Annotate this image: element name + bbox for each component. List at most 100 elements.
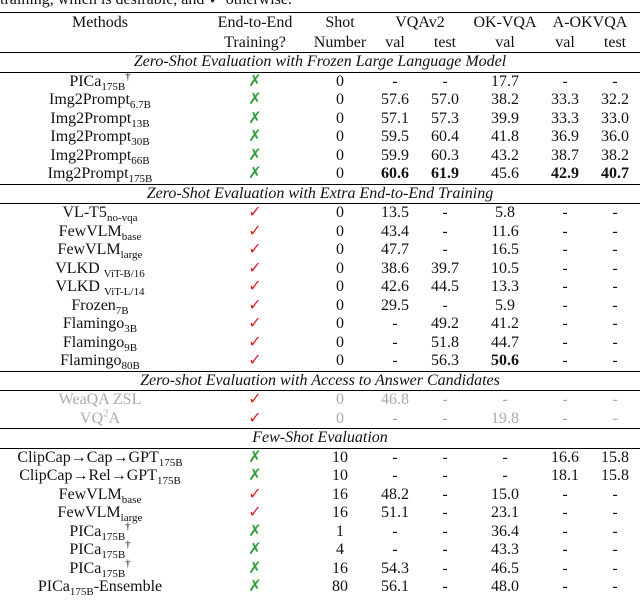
method-tail: -Ensemble	[93, 578, 163, 595]
e2e-mark: ✓	[200, 315, 310, 334]
method-sub: ViT-B/16	[103, 267, 145, 280]
check: ✗	[248, 559, 262, 577]
score: -	[612, 315, 618, 332]
header-split: val	[470, 33, 540, 53]
score: 44.7	[491, 333, 519, 351]
score: 40.7	[601, 165, 629, 182]
score: 16.5	[491, 241, 519, 258]
score: 32.2	[601, 91, 629, 108]
score: 47.7	[381, 241, 409, 258]
method-sub: base	[121, 493, 142, 506]
score: 57.3	[431, 109, 459, 127]
method-name: FewVLM	[58, 222, 122, 240]
check: ✗	[248, 128, 262, 145]
shot: 80	[332, 578, 348, 595]
score: 56.1	[381, 578, 409, 595]
score: -	[442, 522, 448, 540]
method: VLKD ViT-L/14	[0, 278, 200, 298]
score: -	[392, 448, 398, 466]
section-title: Zero-shot Evaluation with Access to Answ…	[0, 370, 640, 391]
shot: 0	[336, 333, 344, 351]
score: 60.6	[381, 165, 409, 182]
method: Frozen7B	[0, 297, 200, 317]
score: 57.6	[381, 91, 409, 108]
method-name: PICa	[69, 541, 102, 558]
score: -	[612, 578, 618, 595]
score: -	[612, 504, 618, 521]
shot: 16	[332, 559, 348, 577]
e2e-mark: ✗	[200, 165, 310, 184]
e2e-mark: ✓	[200, 241, 310, 260]
method-sup: †	[125, 557, 131, 570]
score: 33.3	[551, 109, 579, 127]
method-name: Img2Prompt	[47, 165, 129, 182]
score: -	[442, 409, 448, 427]
e2e-mark: ✓	[200, 223, 310, 242]
score: 48.2	[381, 485, 409, 503]
method-sub: 175B	[69, 586, 94, 599]
score: 13.5	[381, 204, 409, 221]
score: 5.8	[495, 204, 515, 221]
score: 16.6	[551, 448, 579, 466]
e2e-mark: ✗	[200, 73, 310, 92]
e2e-mark: ✓	[200, 391, 310, 410]
score: -	[442, 541, 448, 558]
method: PICa175B†	[0, 71, 200, 93]
method: VLKD ViT-B/16	[0, 260, 200, 280]
score: -	[502, 391, 508, 408]
shot: 0	[336, 165, 344, 182]
score: -	[392, 541, 398, 558]
score: 42.6	[381, 278, 409, 295]
method-sub: large	[120, 249, 143, 262]
check: ✗	[248, 72, 262, 90]
method: PICa175B†	[0, 539, 200, 561]
method: PICa175B†	[0, 521, 200, 543]
score: -	[562, 559, 568, 577]
method: Img2Prompt30B	[0, 128, 200, 148]
score: -	[562, 333, 568, 351]
method-name: Img2Prompt	[49, 91, 130, 108]
e2e-mark: ✓	[200, 204, 310, 223]
shot: 16	[332, 504, 348, 521]
score: 15.0	[491, 485, 519, 503]
header-methods: Methods	[72, 14, 128, 31]
score: -	[502, 467, 508, 484]
method: Flamingo80B	[0, 352, 200, 372]
method: FewVLMlarge	[0, 504, 200, 525]
method: PICa175B†	[0, 557, 200, 580]
score: -	[562, 541, 568, 558]
score: 46.8	[381, 391, 409, 408]
header-split: val	[540, 33, 590, 53]
score: -	[562, 315, 568, 332]
score: 39.7	[431, 259, 459, 277]
score: 33.3	[551, 91, 579, 108]
method-sub: 66B	[131, 154, 150, 167]
method-name: ClipCap→Cap→GPT	[17, 448, 159, 466]
score: -	[562, 409, 568, 427]
shot: 0	[336, 146, 344, 164]
method-sub: 9B	[124, 341, 138, 354]
shot: 0	[336, 91, 344, 108]
method: Img2Prompt175B	[0, 165, 200, 185]
e2e-mark: ✓	[200, 278, 310, 297]
shot: 10	[332, 448, 348, 466]
check: ✓	[248, 333, 262, 351]
score: 36.4	[491, 522, 519, 540]
score: 15.8	[601, 448, 629, 466]
e2e-mark: ✗	[200, 147, 310, 166]
e2e-mark: ✗	[200, 578, 310, 597]
check: ✗	[248, 146, 262, 164]
score: -	[562, 222, 568, 240]
score: -	[392, 352, 398, 369]
method: Img2Prompt13B	[0, 109, 200, 130]
method-name: VQ	[79, 409, 104, 427]
method-name: Img2Prompt	[50, 109, 132, 127]
score: 43.4	[381, 222, 409, 240]
header-split: val	[370, 33, 420, 53]
score: 57.1	[381, 109, 409, 127]
score: 41.8	[491, 128, 519, 145]
check: ✓	[248, 278, 262, 295]
method-sub: large	[120, 512, 143, 525]
score: -	[392, 315, 398, 332]
shot: 0	[336, 109, 344, 127]
